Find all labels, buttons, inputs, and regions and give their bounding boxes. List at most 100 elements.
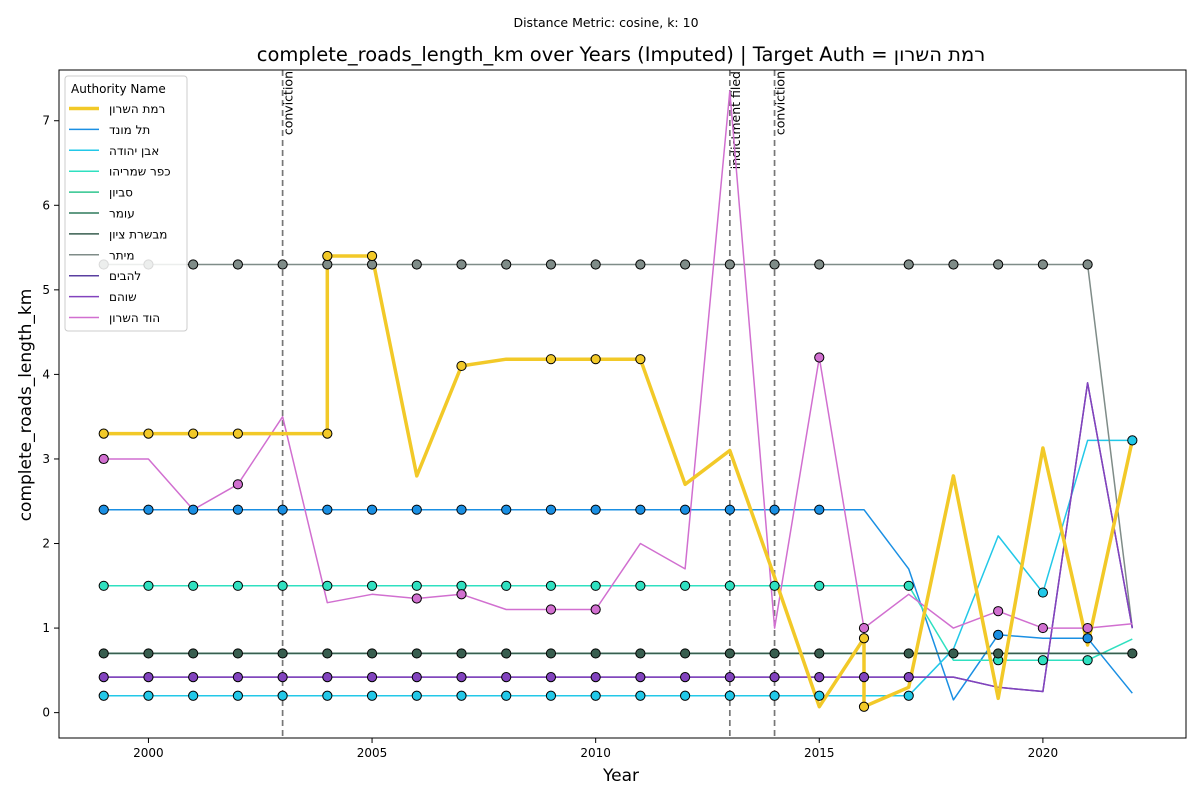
legend: Authority Name רמת השרון תל מונד אבן יהודה כ… [64,75,188,332]
legend-label: מיתר [109,248,135,262]
data-point [1037,622,1048,634]
data-point [98,580,109,591]
data-point [590,672,601,683]
y-tick-label: 7 [42,114,50,128]
data-point [411,690,422,701]
data-point [322,428,333,439]
data-point [680,690,691,701]
data-point [993,606,1004,617]
event-label: conviction [773,71,788,135]
data-point [322,672,333,683]
legend-label: אבן יהודה [109,144,159,158]
data-point [366,648,378,659]
data-point [98,453,109,465]
data-point [143,672,154,683]
data-point [456,360,467,372]
data-point [277,504,288,515]
data-point [1127,435,1138,446]
data-point [322,250,333,262]
data-point [635,690,646,701]
data-point [277,648,288,659]
series-line [103,263,1134,629]
x-tick-label: 2020 [1028,746,1059,760]
data-point [724,259,735,270]
legend-box [64,75,188,332]
data-point [411,648,422,659]
legend-title: Authority Name [71,82,166,96]
x-tick-label: 2005 [357,746,388,760]
event-label: conviction [281,71,296,135]
y-axis-label: complete_roads_length_km [16,289,36,522]
data-point [858,633,870,644]
data-point [903,580,914,591]
y-tick-label: 3 [42,452,50,466]
data-point [545,580,557,591]
data-point [858,701,870,712]
data-point [188,428,199,439]
legend-label: סביון [109,186,133,200]
y-tick-label: 2 [42,537,50,551]
chart-title: complete_roads_length_km over Years (Imp… [257,43,985,66]
data-point [1082,633,1093,644]
data-point [545,648,557,659]
data-point [724,672,735,683]
data-point [277,672,288,683]
data-point [858,622,870,634]
data-point [188,672,199,683]
data-point [724,504,735,515]
data-point [590,504,601,515]
data-point [143,504,154,515]
chart-suptitle: Distance Metric: cosine, k: 10 [513,15,698,30]
data-point [143,428,154,439]
data-point [814,672,825,683]
data-point [724,690,735,701]
data-point [411,593,422,604]
data-point [411,580,422,591]
plot-area: 2000 2005 2010 2015 2020 0 1 2 3 4 5 6 7 conviction in… [42,69,1187,760]
data-point [98,428,109,439]
data-point [322,504,333,515]
data-point [769,648,780,659]
x-tick-label: 2015 [804,746,835,760]
data-point [322,690,333,701]
data-point [98,690,109,701]
y-tick-label: 1 [42,621,50,635]
data-point [858,672,870,683]
y-tick-label: 5 [42,283,50,297]
x-axis-label: Year [602,766,639,786]
data-point [232,672,243,683]
data-point [411,672,422,683]
data-point [814,259,825,270]
data-point [366,250,378,262]
data-point [232,479,243,490]
series-line [103,254,1135,709]
data-point [456,504,467,515]
data-point [1082,655,1093,666]
data-point [456,690,467,701]
data-point [143,648,154,659]
data-point [456,672,467,683]
data-point [366,690,378,701]
data-point [590,690,601,701]
data-point [456,259,467,270]
data-point [98,648,109,659]
data-point [903,648,914,659]
data-point [366,259,378,270]
legend-label: כפר שמריהו [109,165,171,179]
data-point [501,504,512,515]
y-tick-label: 0 [42,706,50,720]
data-point [769,259,780,270]
data-point [903,672,914,683]
data-point [769,690,780,701]
data-point [277,259,288,270]
legend-label: תל מונד [109,123,150,137]
data-point [680,672,691,683]
data-point [232,428,243,439]
data-point [590,259,601,270]
data-point [1037,587,1048,598]
data-point [814,690,825,701]
data-point [322,580,333,591]
data-point [814,648,825,659]
x-tick-label: 2010 [580,746,611,760]
